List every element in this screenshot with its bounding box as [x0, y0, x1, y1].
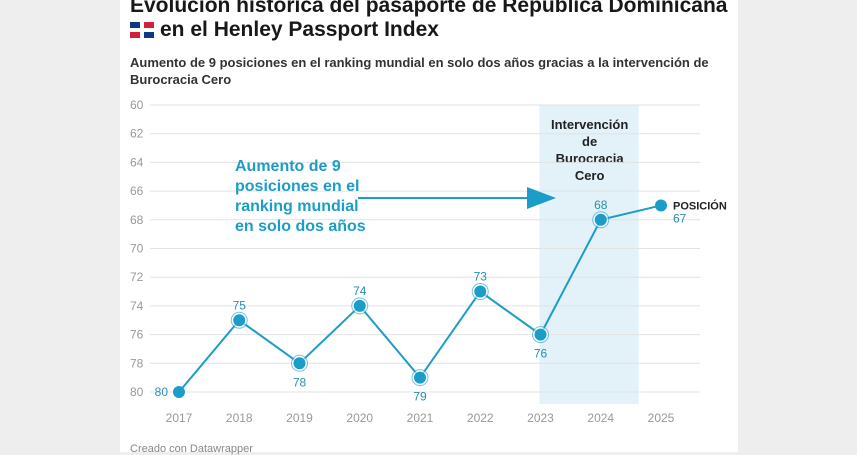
title-line-2: en el Henley Passport Index [160, 18, 439, 41]
y-tick-label: 60 [130, 98, 144, 112]
data-label: 78 [293, 375, 307, 389]
annotation-text: Aumento de 9 [235, 158, 341, 175]
x-tick-label: 2017 [166, 411, 193, 425]
data-point [233, 314, 246, 327]
x-tick-label: 2022 [467, 411, 494, 425]
annotation-text: en solo dos años [235, 218, 366, 235]
highlight-band [539, 105, 639, 404]
data-point [594, 213, 607, 226]
dominican-republic-flag-icon [130, 20, 154, 38]
y-tick-label: 74 [130, 299, 144, 313]
series-name-label: POSICIÓN [673, 199, 727, 212]
footer-credit: Creado con Datawrapper [130, 443, 253, 455]
annotation-text: posiciones en el [235, 178, 359, 195]
x-tick-label: 2019 [286, 411, 313, 425]
x-tick-label: 2021 [407, 411, 434, 425]
chart-title: Evolución histórica del pasaporte de Rep… [130, 0, 730, 42]
y-tick-label: 76 [130, 328, 144, 342]
x-tick-label: 2023 [527, 411, 554, 425]
data-label: 76 [534, 347, 548, 361]
y-tick-label: 72 [130, 270, 144, 284]
highlight-label: Intervención [551, 117, 628, 132]
y-tick-label: 80 [130, 385, 144, 399]
data-label: 68 [594, 198, 608, 212]
y-tick-label: 70 [130, 242, 144, 256]
data-point [353, 299, 366, 312]
chart-subtitle: Aumento de 9 posiciones en el ranking mu… [130, 55, 709, 87]
x-tick-label: 2025 [648, 411, 675, 425]
highlight-label: de [582, 134, 597, 149]
data-label: 80 [155, 385, 169, 399]
data-point [414, 371, 426, 384]
y-tick-label: 62 [130, 127, 144, 141]
x-tick-label: 2020 [346, 411, 373, 425]
data-point [534, 328, 547, 341]
highlight-label: Burocracia [556, 151, 625, 166]
data-point [474, 285, 487, 298]
x-tick-label: 2018 [226, 411, 253, 425]
data-point [293, 357, 306, 370]
data-label: 74 [353, 284, 367, 298]
data-label: 67 [673, 211, 687, 225]
y-tick-label: 64 [130, 155, 144, 169]
annotation-arrow-head [527, 187, 556, 209]
highlight-label: Cero [575, 168, 605, 183]
y-tick-label: 66 [130, 184, 144, 198]
y-tick-label: 78 [130, 356, 144, 370]
y-tick-label: 68 [130, 213, 144, 227]
annotation-text: ranking mundial [235, 198, 359, 215]
data-point [173, 386, 185, 398]
x-tick-label: 2024 [587, 411, 614, 425]
title-line-1: Evolución histórica del pasaporte de Rep… [130, 0, 728, 17]
data-point [655, 199, 667, 212]
data-label: 75 [233, 298, 247, 312]
data-label: 79 [413, 390, 427, 404]
data-label: 73 [474, 270, 488, 284]
